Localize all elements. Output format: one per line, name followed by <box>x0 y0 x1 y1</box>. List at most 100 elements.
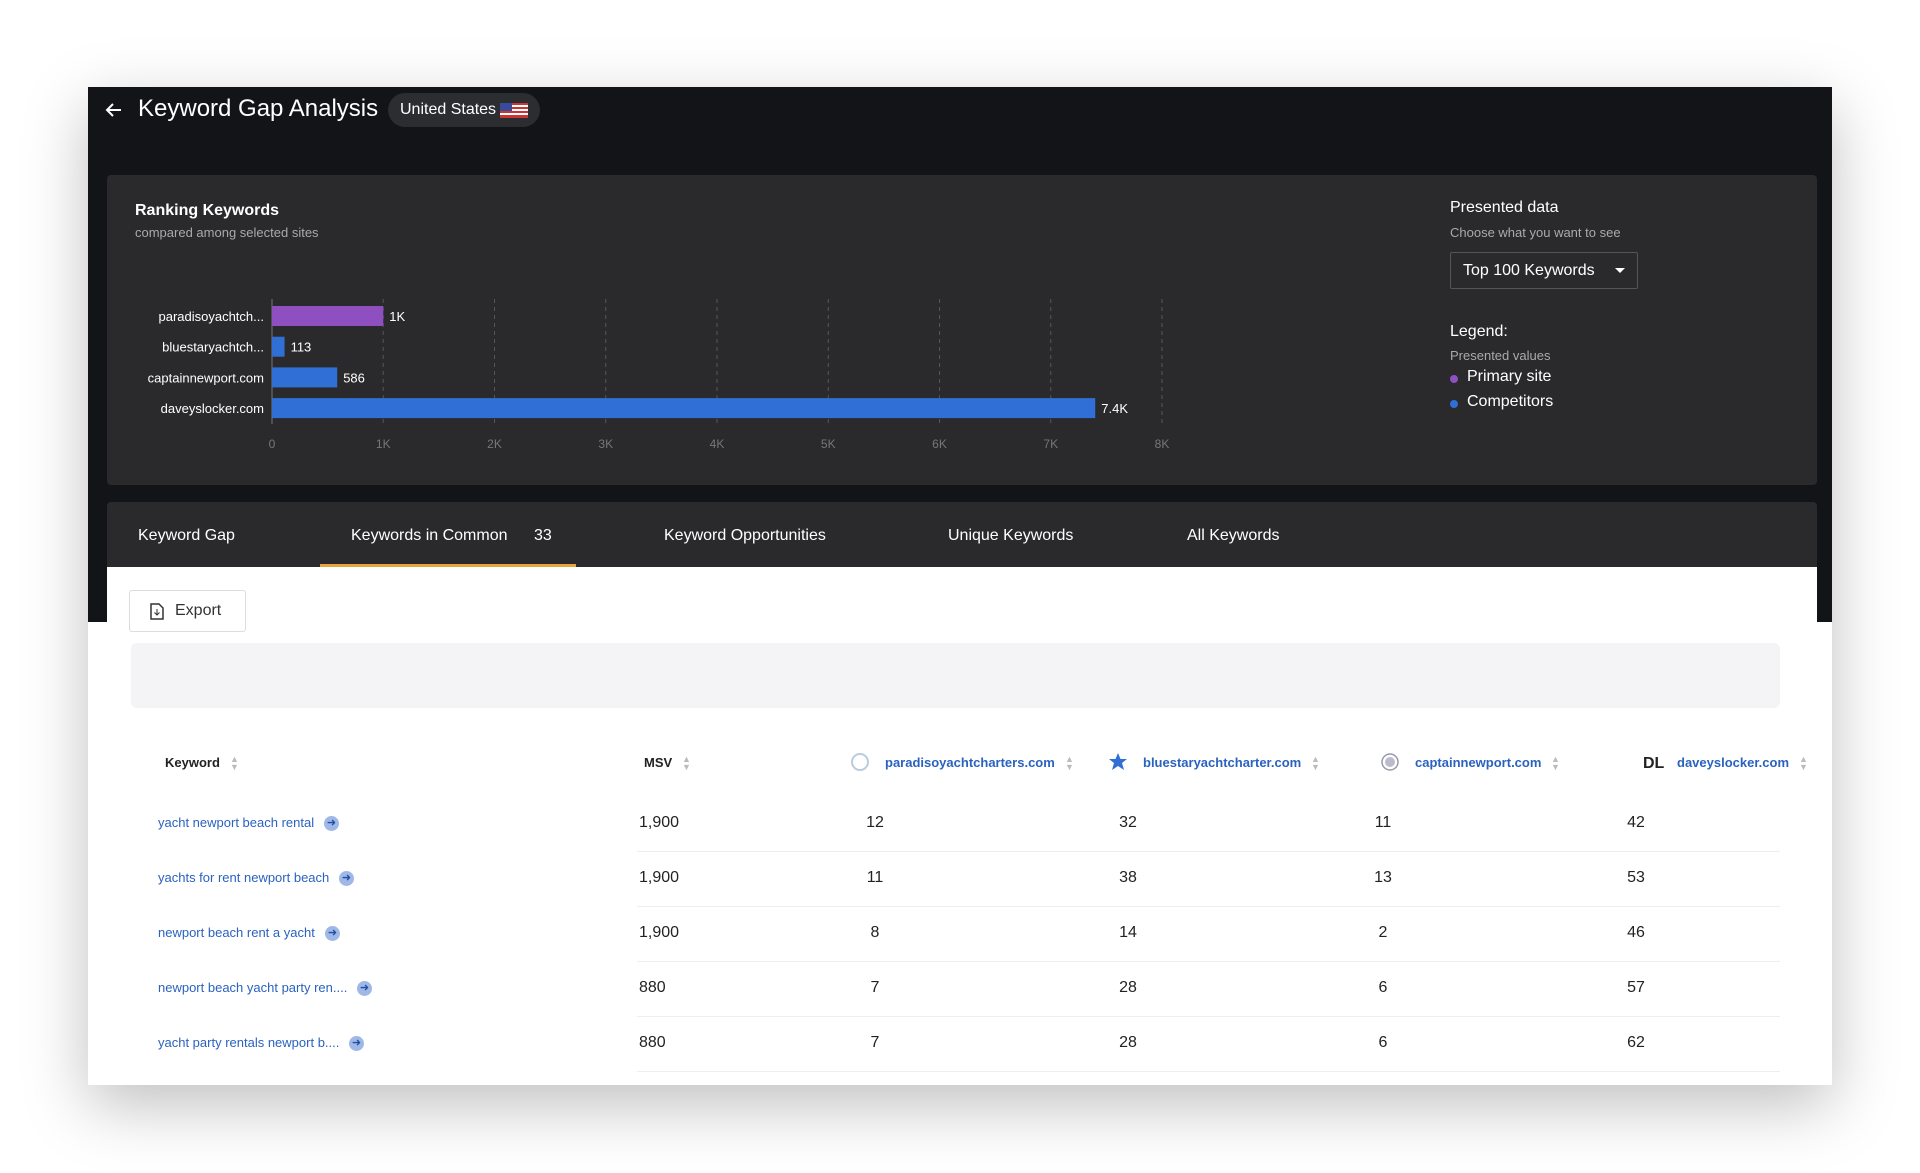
tab-label: Keyword Opportunities <box>664 527 826 544</box>
tab-label: Unique Keywords <box>948 527 1074 544</box>
msv-cell: 880 <box>639 979 666 996</box>
rank-cell: 7 <box>870 979 880 996</box>
site-icon <box>851 753 873 773</box>
flag <box>500 103 528 118</box>
legend-label: Competitors <box>1467 393 1554 410</box>
x-tick-label: 5K <box>821 437 836 451</box>
x-tick-label: 2K <box>487 437 502 451</box>
active-underline <box>320 564 576 567</box>
icon <box>1381 753 1399 771</box>
x-tick-label: 3K <box>598 437 613 451</box>
rank-cell: 57 <box>1627 979 1645 996</box>
country: United States <box>400 101 497 118</box>
table-header <box>131 643 1780 708</box>
x-tick-label: 1K <box>376 437 391 451</box>
rank-cell: 62 <box>1627 1034 1645 1051</box>
chart-panel: Ranking Keywords compared among selected… <box>107 175 1817 485</box>
keyword-link[interactable]: newport beach yacht party ren.... <box>158 980 348 995</box>
row-separator <box>637 851 1780 852</box>
country-chip[interactable]: United States <box>388 93 540 127</box>
column-header[interactable]: bluestaryachtcharter.com <box>1143 755 1302 770</box>
rank-cell: 28 <box>1119 1034 1137 1051</box>
keyword-arrow: ➜ <box>349 1036 364 1051</box>
column-header[interactable]: captainnewport.com <box>1415 755 1542 770</box>
tab[interactable]: Unique Keywords <box>917 502 1117 567</box>
icon: DL <box>1643 755 1665 772</box>
column-header[interactable]: Keyword <box>165 755 220 770</box>
icon <box>851 753 869 771</box>
site-icon: DL <box>1643 753 1665 773</box>
tab[interactable]: Keyword Opportunities <box>633 502 873 567</box>
caret <box>1615 268 1625 273</box>
export-button[interactable]: Export <box>129 590 246 632</box>
site-icon <box>1381 753 1403 773</box>
panel-title: Ranking Keywords <box>135 202 280 219</box>
icon <box>1109 753 1127 770</box>
rank-cell: 53 <box>1627 869 1645 886</box>
y-tick-label: bluestaryachtch... <box>162 340 264 355</box>
sort-icon: ▲ ▼ <box>1311 754 1320 772</box>
keyword-link[interactable]: yacht party rentals newport b.... <box>158 1035 340 1050</box>
rank-cell: 28 <box>1119 979 1137 996</box>
bar <box>272 336 285 357</box>
controls-title: Presented data <box>1450 199 1559 216</box>
y-tick-label: daveyslocker.com <box>161 401 264 416</box>
tab[interactable]: Keyword Gap <box>107 502 307 567</box>
keyword-link[interactable]: yachts for rent newport beach <box>158 870 330 885</box>
window: Keyword Gap Analysis United States Ranki… <box>88 87 1832 1085</box>
row-separator <box>637 961 1780 962</box>
sort-icon: ▲ ▼ <box>230 754 239 772</box>
x-tick-label: 7K <box>1043 437 1058 451</box>
msv-cell: 1,900 <box>639 924 680 941</box>
column-header[interactable]: daveyslocker.com <box>1677 755 1790 770</box>
rank-cell: 6 <box>1378 979 1388 996</box>
panel-subtitle: compared among selected sites <box>135 225 319 240</box>
rank-cell: 38 <box>1119 869 1137 886</box>
rank-cell: 7 <box>870 1034 880 1051</box>
rank-cell: 42 <box>1627 814 1645 831</box>
sort-icon: ▲ ▼ <box>1799 754 1808 772</box>
export-icon <box>150 603 164 620</box>
rank-cell: 13 <box>1374 869 1392 886</box>
tab[interactable]: Keywords in Common 33 <box>320 502 576 567</box>
keyword-link[interactable]: newport beach rent a yacht <box>158 925 315 940</box>
column-header[interactable]: paradisoyachtcharters.com <box>885 755 1055 770</box>
rank-cell: 6 <box>1378 1034 1388 1051</box>
controls-subtitle: Choose what you want to see <box>1450 225 1621 240</box>
msv-cell: 1,900 <box>639 814 680 831</box>
select[interactable]: Top 100 Keywords <box>1450 252 1638 289</box>
value-label: 113 <box>291 340 312 355</box>
tab-label: Keywords in Common <box>351 527 508 544</box>
rank-cell: 14 <box>1119 924 1137 941</box>
column-header[interactable]: MSV <box>644 755 673 770</box>
sort-icon: ▲ ▼ <box>682 754 691 772</box>
rank-cell: 8 <box>870 924 880 941</box>
row-separator <box>637 1071 1780 1072</box>
x-tick-label: 6K <box>932 437 947 451</box>
row-separator <box>637 1016 1780 1017</box>
tab-count: 33 <box>534 527 552 544</box>
site-icon <box>1109 753 1131 773</box>
rank-cell: 11 <box>1374 814 1392 831</box>
legend-dot <box>1450 375 1458 383</box>
bar <box>272 306 384 326</box>
tab[interactable]: All Keywords <box>1156 502 1356 567</box>
bar <box>272 367 338 388</box>
rank-cell: 12 <box>866 814 884 831</box>
rank-cell: 46 <box>1627 924 1645 941</box>
tab-bar: Keyword Gap Keywords in Common 33 Keyword O… <box>107 502 1817 567</box>
export-label: Export <box>175 602 222 619</box>
value-label: 7.4K <box>1101 401 1128 416</box>
back-arrow[interactable] <box>103 99 125 121</box>
tab-label: Keyword Gap <box>138 527 235 544</box>
select-value: Top 100 Keywords <box>1463 262 1595 279</box>
page-title: Keyword Gap Analysis <box>138 95 379 122</box>
y-tick-label: captainnewport.com <box>148 370 264 385</box>
keyword-link[interactable]: yacht newport beach rental <box>158 815 315 830</box>
x-tick-label: 0 <box>269 437 276 451</box>
svg-text:DL: DL <box>1643 755 1665 772</box>
table-card: Export Keyword ▲ ▼ MSV ▲ ▼ paradisoyachtcharte… <box>107 567 1817 1085</box>
legend-label: Primary site <box>1467 368 1552 385</box>
sort-icon: ▲ ▼ <box>1065 754 1074 772</box>
